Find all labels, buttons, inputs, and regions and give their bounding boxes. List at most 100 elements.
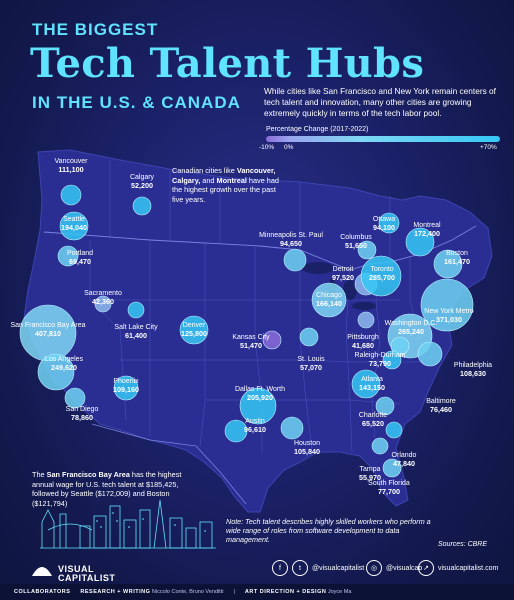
city-name: Ottawa — [372, 216, 396, 223]
city-label-columbus: Columbus 51,650 — [340, 234, 372, 250]
city-name: South Florida — [368, 480, 410, 487]
city-value: 97,520 — [332, 273, 354, 282]
footnote: Note: Tech talent describes highly skill… — [226, 517, 431, 544]
city-value: 265,240 — [398, 327, 424, 336]
bubble-boston — [433, 249, 463, 279]
credits-bar: COLLABORATORS RESEARCH + WRITING Niccolo… — [0, 584, 514, 600]
city-label-boston: Boston 161,470 — [444, 250, 470, 266]
website-link[interactable]: visualcapitalist.com — [438, 564, 499, 572]
city-name: Orlando — [391, 452, 417, 459]
city-value: 111,100 — [58, 165, 84, 174]
city-label-detroit: Detroit 97,520 — [332, 266, 354, 282]
city-label-orlando: Orlando 47,840 — [392, 452, 417, 468]
city-value: 125,800 — [181, 329, 207, 338]
intro-text: While cities like San Francisco and New … — [264, 86, 496, 118]
bubble-south-florida — [382, 458, 402, 478]
city-value: 109,160 — [113, 385, 139, 394]
city-value: 76,460 — [430, 405, 452, 414]
city-value: 51,650 — [345, 241, 367, 250]
city-label-phoenix: Phoenix 109,160 — [113, 378, 139, 394]
title-subtitle: IN THE U.S. & CANADA — [32, 93, 241, 112]
city-value: 41,680 — [352, 341, 374, 350]
bubble-kansas-city — [262, 330, 282, 350]
instagram-icon[interactable]: ◎ — [366, 560, 382, 576]
bubble-denver — [179, 315, 209, 345]
city-label-baltimore: Baltimore 76,460 — [426, 398, 456, 414]
bubble-los-angeles — [37, 353, 75, 391]
city-name: Pittsburgh — [347, 334, 379, 341]
social-website[interactable]: ↗ visualcapitalist.com — [418, 560, 498, 576]
city-value: 94,100 — [373, 223, 395, 232]
city-name: Austin — [245, 418, 265, 425]
bubble-houston — [280, 416, 304, 440]
bubble-columbus — [357, 240, 377, 260]
sf-wage-callout: The San Francisco Bay Area has the highe… — [32, 470, 182, 508]
city-label-calgary: Calgary 52,200 — [130, 174, 154, 190]
bubble-ottawa — [378, 212, 400, 234]
legend-gradient-bar — [266, 136, 500, 142]
twitter-icon[interactable]: t — [292, 560, 308, 576]
city-label-kansas-city: Kansas City 51,470 — [232, 334, 269, 350]
city-name: Los Angeles — [44, 356, 84, 363]
city-label-toronto: Toronto 285,700 — [369, 266, 395, 282]
page-title: Tech Talent Hubs — [30, 40, 425, 87]
bubble-toronto — [360, 255, 402, 297]
city-label-salt-lake-city: Salt Lake City 61,400 — [114, 324, 157, 340]
city-label-dallas-ft-worth: Dallas Ft. Worth 205,920 — [235, 386, 285, 402]
city-value: 407,810 — [35, 329, 61, 338]
facebook-icon[interactable]: f — [272, 560, 288, 576]
social-handle-short[interactable]: @visualcap — [386, 564, 423, 572]
city-name: Chicago — [316, 292, 342, 299]
city-name: New York Metro — [424, 308, 474, 315]
city-name: Columbus — [340, 234, 372, 241]
legend-tick-zero: 0% — [284, 144, 294, 151]
city-label-san-francisco-bay-area: San Francisco Bay Area 407,810 — [10, 322, 85, 338]
city-value: 42,360 — [92, 297, 114, 306]
city-name: Washington D.C. — [384, 320, 438, 327]
social-instagram[interactable]: ◎ @visualcap — [366, 560, 422, 576]
bubble-calgary — [132, 196, 152, 216]
city-value: 166,140 — [316, 299, 342, 308]
city-label-seattle: Seattle 194,040 — [61, 216, 87, 232]
city-label-sacramento: Sacramento 42,360 — [84, 290, 122, 306]
city-name: Baltimore — [426, 398, 456, 405]
city-label-washington-d-c: Washington D.C. 265,240 — [385, 320, 438, 336]
city-name: Tampa — [359, 466, 381, 473]
city-label-los-angeles: Los Angeles 249,620 — [45, 356, 83, 372]
canada-callout: Canadian cities like Vancouver, Calgary,… — [172, 166, 279, 204]
city-value: 108,630 — [460, 369, 486, 378]
city-label-chicago: Chicago 166,140 — [316, 292, 342, 308]
city-label-st-louis: St. Louis 57,070 — [297, 356, 324, 372]
visual-capitalist-logo-icon — [32, 567, 52, 576]
city-value: 52,200 — [131, 181, 153, 190]
bubble-baltimore — [390, 336, 410, 356]
city-label-tampa: Tampa 55,970 — [359, 466, 381, 482]
city-label-pittsburgh: Pittsburgh 41,680 — [347, 334, 379, 350]
city-label-vancouver: Vancouver 111,100 — [55, 158, 88, 174]
city-value: 96,610 — [244, 425, 266, 434]
city-value: 249,620 — [51, 363, 77, 372]
city-bubbles — [19, 184, 474, 478]
logo-text[interactable]: VISUAL CAPITALIST — [58, 564, 116, 583]
legend-tick-min: -10% — [259, 144, 275, 151]
city-name: Minneapolis St. Paul — [259, 232, 323, 239]
bubble-montreal — [405, 227, 435, 257]
bubble-portland — [57, 245, 79, 267]
city-value: 205,920 — [247, 393, 273, 402]
social-handle-main[interactable]: @visualcapitalist — [312, 564, 365, 572]
city-name: Montreal — [413, 222, 441, 229]
bubble-st-louis — [299, 327, 319, 347]
city-value: 57,070 — [300, 363, 322, 372]
city-value: 69,470 — [69, 257, 91, 266]
city-value: 143,150 — [359, 383, 385, 392]
city-label-new-york-metro: New York Metro 371,030 — [424, 308, 473, 324]
city-label-south-florida: South Florida 77,700 — [368, 480, 410, 496]
city-label-san-diego: San Diego 78,860 — [66, 406, 99, 422]
bubble-charlotte — [375, 396, 395, 416]
social-facebook-twitter[interactable]: f t @visualcapitalist — [272, 560, 364, 576]
bubble-austin — [224, 419, 248, 443]
link-icon[interactable]: ↗ — [418, 560, 434, 576]
bubble-philadelphia — [417, 341, 443, 367]
city-name: Houston — [293, 440, 321, 447]
